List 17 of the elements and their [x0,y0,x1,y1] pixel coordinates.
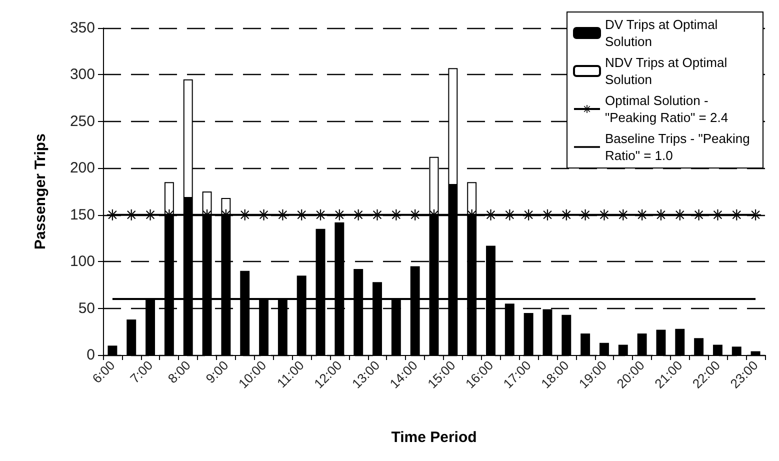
x-tick-label: 9:00 [202,358,232,386]
y-tick-label: 350 [70,20,95,36]
y-tick-label: 300 [70,66,95,84]
legend-label: NDV Trips at Optimal Solution [605,55,731,87]
x-axis-title: Time Period [391,429,477,446]
legend-label: DV Trips at Optimal Solution [605,17,722,49]
y-tick-label: 250 [70,112,95,130]
x-tick-label: 8:00 [164,358,194,386]
y-tick-label: 0 [86,346,95,364]
y-tick-label: 150 [70,206,95,224]
legend-label: Optimal Solution - "Peaking Ratio" = 2.4 [605,93,728,125]
y-tick-label: 200 [70,160,95,177]
y-axis-title: Passenger Trips [32,134,49,250]
y-tick-label: 100 [70,253,95,270]
x-tick-label: 7:00 [127,358,156,386]
y-tick-label: 50 [78,300,95,317]
legend-label: Baseline Trips - "Peaking Ratio" = 1.0 [605,131,754,163]
